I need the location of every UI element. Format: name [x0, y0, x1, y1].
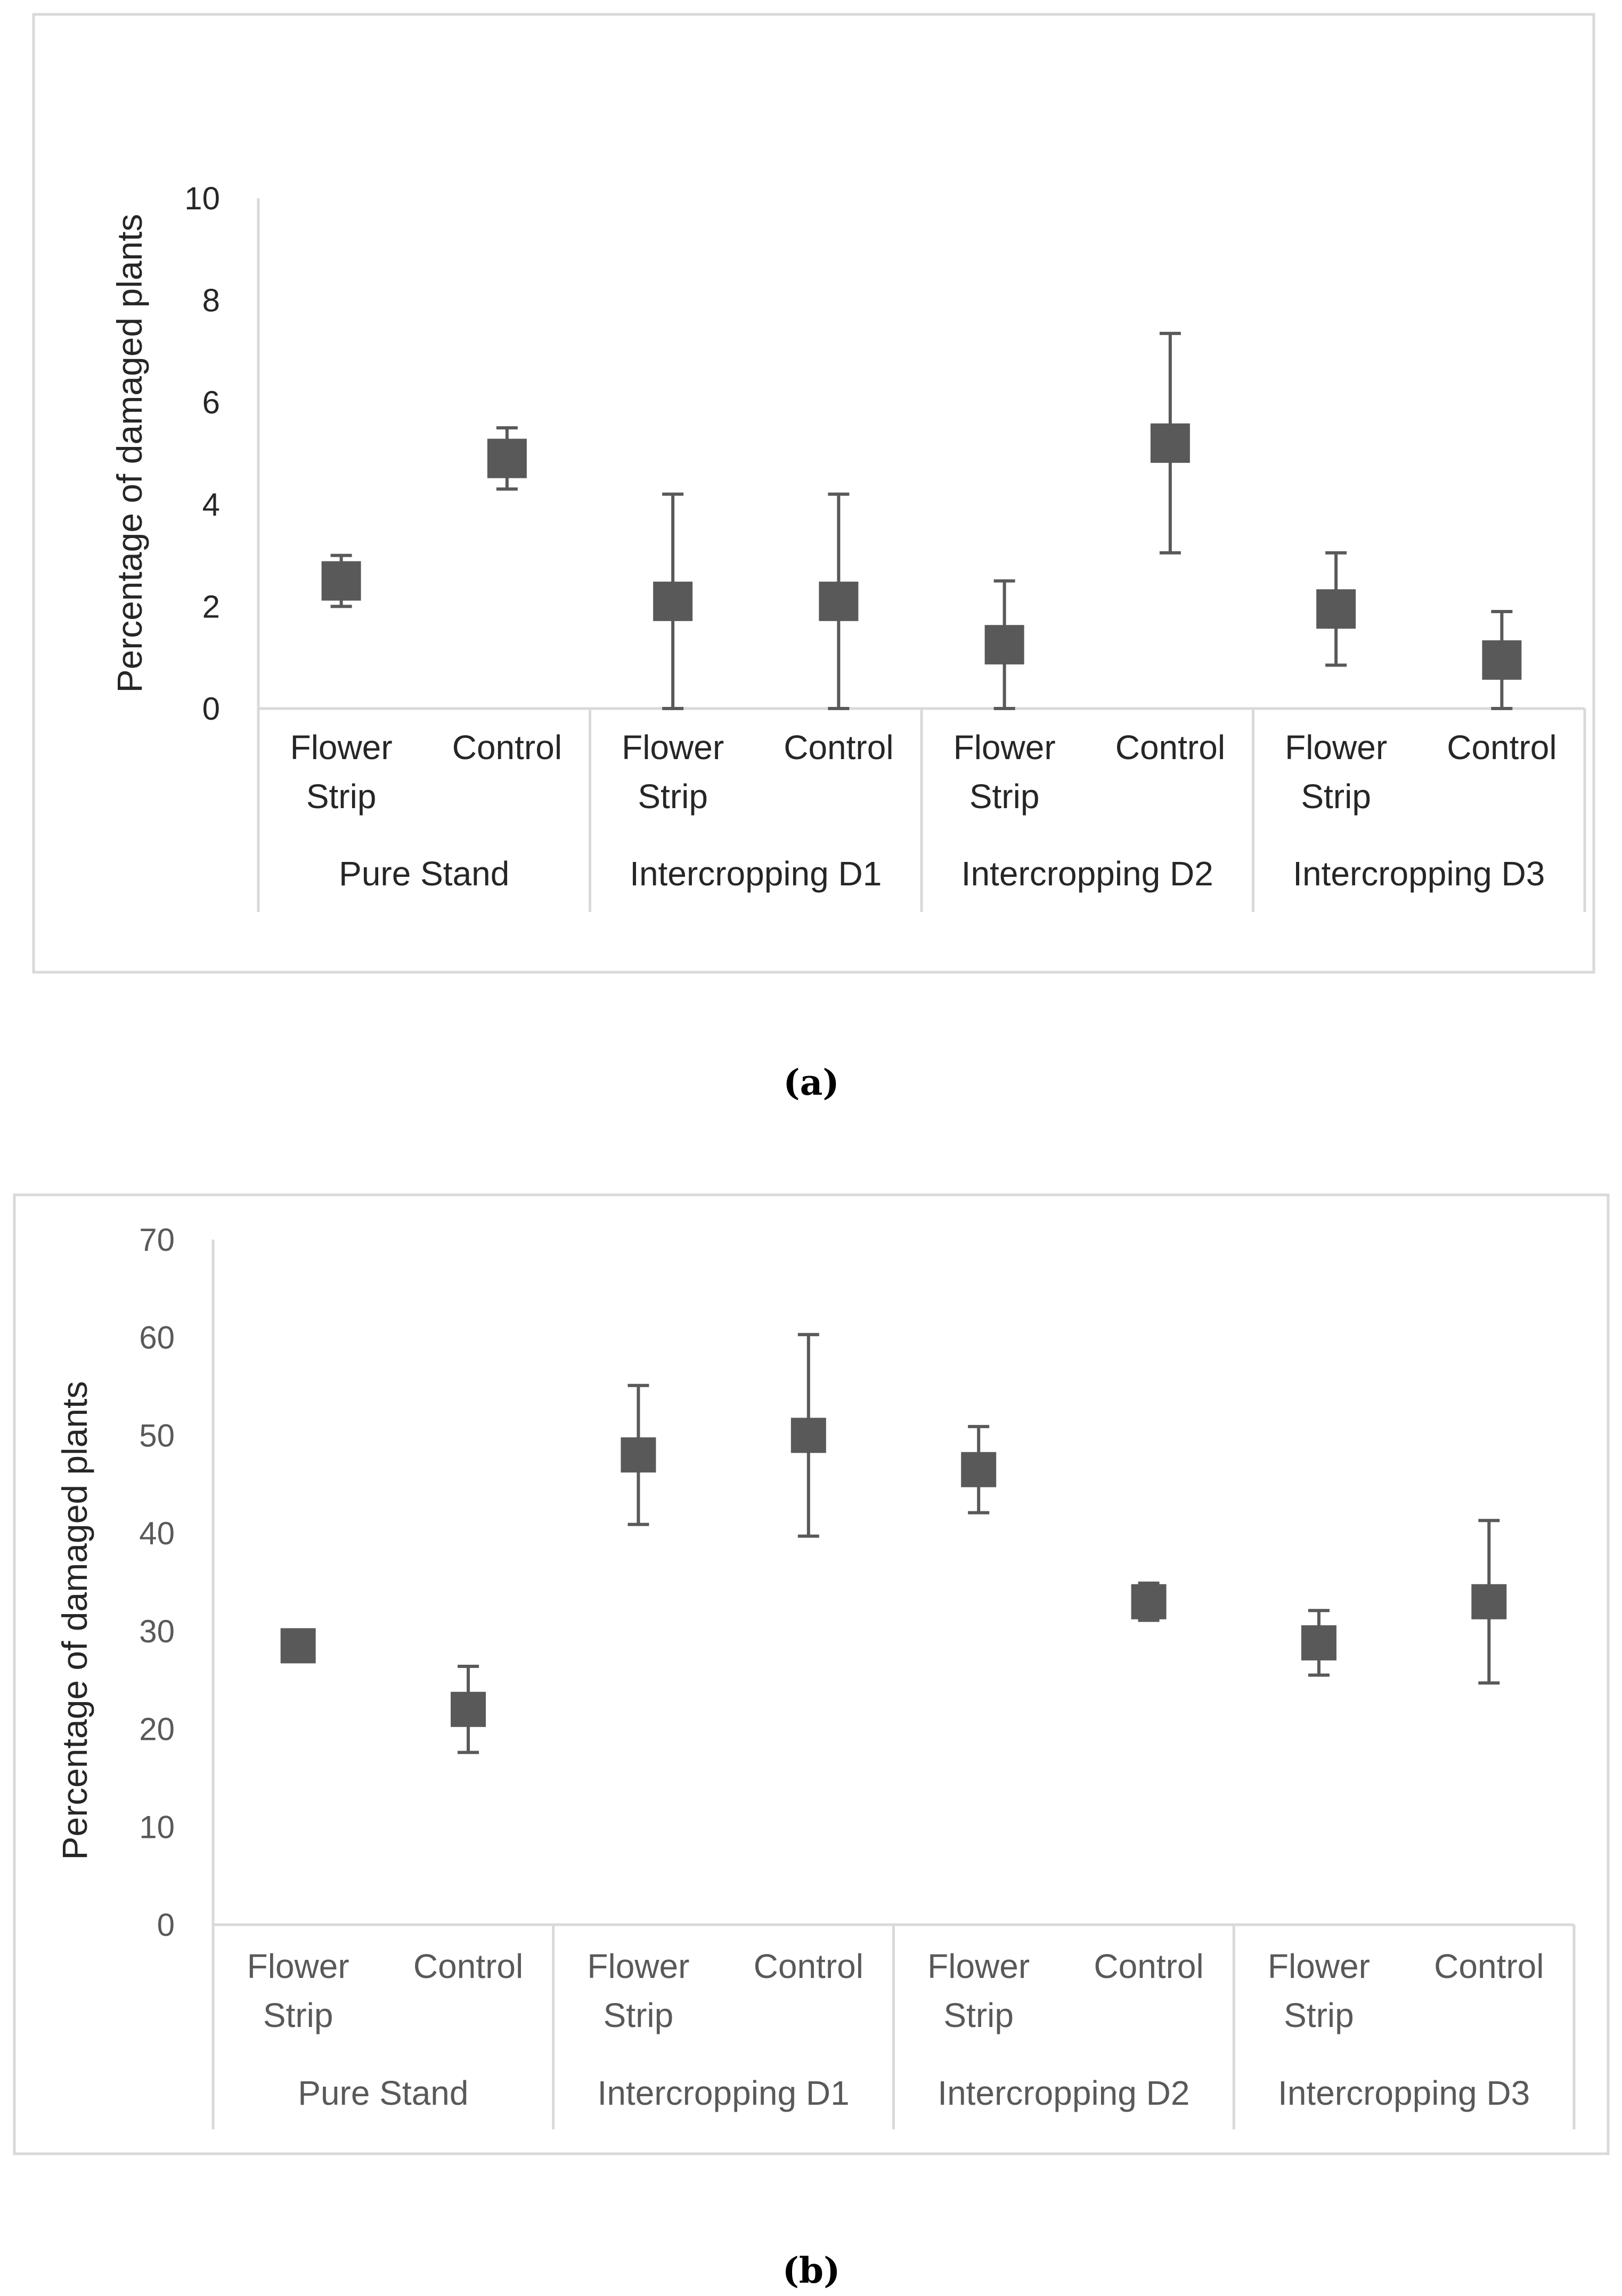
- chart-b-y-tick-label: 10: [139, 1809, 175, 1845]
- chart-a-data-point: [487, 438, 527, 478]
- chart-a-group-label: Intercropping D2: [961, 854, 1213, 893]
- chart-b-category-label: Flower Strip: [587, 1947, 689, 2034]
- chart-a-group-label: Intercropping D1: [630, 854, 882, 893]
- chart-b-category-label: Control: [413, 1947, 523, 1985]
- chart-b-data-point: [1301, 1625, 1336, 1660]
- chart-a-category-label: Flower Strip: [953, 728, 1056, 816]
- chart-b-data-point: [961, 1452, 997, 1487]
- chart-a-data-point: [1482, 640, 1522, 680]
- chart-b-y-axis-label: Percentage of damaged plants: [55, 1381, 94, 1860]
- chart-a-category-label: Control: [1447, 728, 1556, 767]
- chart-a-category-label: Flower Strip: [1285, 728, 1387, 816]
- chart-a-category-label: Flower Strip: [622, 728, 724, 816]
- chart-a: 0 2 4 6 8 10 Flower Strip Control Flower Strip Con…: [110, 181, 1586, 912]
- caption-a: (a): [783, 1062, 839, 1103]
- chart-b-data-point: [621, 1437, 656, 1473]
- chart-b-group-label: Pure Stand: [298, 2074, 468, 2112]
- chart-a-data-point: [819, 581, 859, 621]
- chart-b-data-point: [790, 1418, 826, 1453]
- chart-a-data-point: [321, 561, 361, 601]
- chart-a-group-label: Intercropping D3: [1293, 854, 1545, 893]
- chart-b-data-point: [451, 1691, 486, 1727]
- chart-a-data-point: [653, 581, 693, 621]
- chart-a-data-point: [1316, 589, 1356, 629]
- chart-b-data-point: [1131, 1584, 1167, 1619]
- chart-a-category-label: Control: [784, 728, 893, 767]
- chart-b-y-tick-label: 40: [139, 1516, 175, 1551]
- chart-a-frame: [32, 13, 1595, 974]
- chart-b-group-label: Intercropping D1: [598, 2074, 850, 2112]
- chart-b-category-label: Control: [1434, 1947, 1544, 1985]
- chart-a-category-label: Control: [1115, 728, 1225, 767]
- chart-a-data-point: [984, 625, 1024, 665]
- chart-a-y-tick-label: 0: [202, 691, 220, 727]
- chart-a-y-tick-label: 4: [202, 487, 220, 523]
- chart-b-y-tick-label: 70: [139, 1222, 175, 1258]
- chart-b-y-tick-label: 20: [139, 1712, 175, 1747]
- chart-b-category-label: Flower Strip: [927, 1947, 1030, 2034]
- chart-b: 0 10 20 30 40 50 60 70 Flower Strip Control Flower…: [55, 1222, 1576, 2129]
- chart-a-category-label: Flower Strip: [290, 728, 393, 816]
- caption-b: (b): [783, 2250, 841, 2291]
- chart-b-data-point: [280, 1628, 316, 1664]
- chart-a-data-point: [1150, 423, 1190, 463]
- chart-b-category-label: Flower Strip: [1268, 1947, 1370, 2034]
- chart-b-frame: [13, 1193, 1610, 2155]
- chart-a-group-label: Pure Stand: [339, 854, 509, 893]
- chart-b-category-label: Control: [754, 1947, 863, 1985]
- chart-a-y-axis-label: Percentage of damaged plants: [110, 214, 149, 693]
- chart-a-y-tick-label: 10: [184, 181, 220, 216]
- chart-b-category-label: Flower Strip: [247, 1947, 349, 2034]
- chart-b-y-tick-label: 60: [139, 1320, 175, 1356]
- chart-b-y-tick-label: 0: [157, 1907, 175, 1943]
- chart-a-y-tick-label: 6: [202, 385, 220, 420]
- chart-a-y-tick-label: 8: [202, 283, 220, 319]
- chart-b-data-point: [1471, 1584, 1507, 1619]
- chart-a-category-label: Control: [452, 728, 562, 767]
- chart-b-group-label: Intercropping D2: [938, 2074, 1189, 2112]
- chart-b-group-label: Intercropping D3: [1278, 2074, 1530, 2112]
- chart-b-y-tick-label: 30: [139, 1614, 175, 1649]
- chart-a-y-tick-label: 2: [202, 589, 220, 624]
- chart-b-y-tick-label: 50: [139, 1418, 175, 1453]
- chart-b-category-label: Control: [1094, 1947, 1203, 1985]
